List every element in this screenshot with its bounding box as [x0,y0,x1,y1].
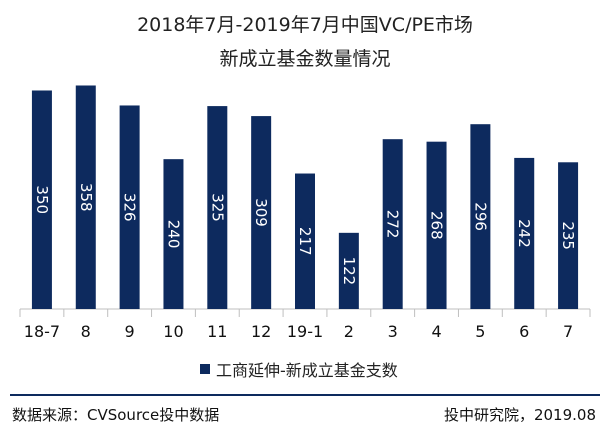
legend: 工商延伸-新成立基金支数 [200,357,398,381]
bar-11 [207,106,228,309]
footer-divider [10,394,600,396]
bar-9 [119,105,140,309]
x-tick-label: 7 [563,322,573,341]
x-tick-label: 18-7 [24,322,60,341]
bar-4 [426,141,447,309]
bar-3 [382,139,403,309]
x-tick-label: 4 [431,322,441,341]
x-tick-label: 5 [475,322,485,341]
chart-subtitle: 新成立基金数量情况 [219,48,391,70]
data-label: 350 [33,185,51,214]
x-tick-label: 8 [81,322,91,341]
data-label: 242 [515,219,533,248]
data-label: 309 [252,198,270,227]
bar-19-1 [295,173,315,309]
x-tick-label: 12 [251,322,271,341]
bar-5 [470,124,491,309]
x-tick-label: 10 [163,322,183,341]
x-tick-label: 19-1 [287,322,323,341]
bar-7 [558,162,579,309]
x-tick-label: 9 [125,322,135,341]
chart-title: 2018年7月-2019年7月中国VC/PE市场 [137,14,473,36]
x-tick-label: 3 [388,322,398,341]
data-label: 326 [121,193,139,222]
bar-12 [251,116,272,309]
legend-label: 工商延伸-新成立基金支数 [216,361,398,380]
credit: 投中研究院，2019.08 [443,406,596,424]
x-tick-label: 6 [519,322,529,341]
bar-18-7 [31,90,52,310]
data-source: 数据来源：CVSource投中数据 [12,406,220,424]
bar-8 [75,85,96,310]
data-label: 296 [471,202,489,231]
data-label: 122 [340,257,358,286]
data-label: 217 [296,227,314,256]
data-label: 325 [208,193,226,222]
data-label: 235 [559,221,577,250]
x-tick-label: 11 [207,322,227,341]
data-label: 272 [384,210,402,239]
bar-6 [514,157,535,309]
x-tick-label: 2 [344,322,354,341]
data-label: 240 [164,220,182,249]
data-label: 358 [77,183,95,212]
bar-10 [163,159,184,309]
bar-2 [338,232,359,309]
data-label: 268 [428,211,446,240]
legend-swatch [200,364,210,374]
